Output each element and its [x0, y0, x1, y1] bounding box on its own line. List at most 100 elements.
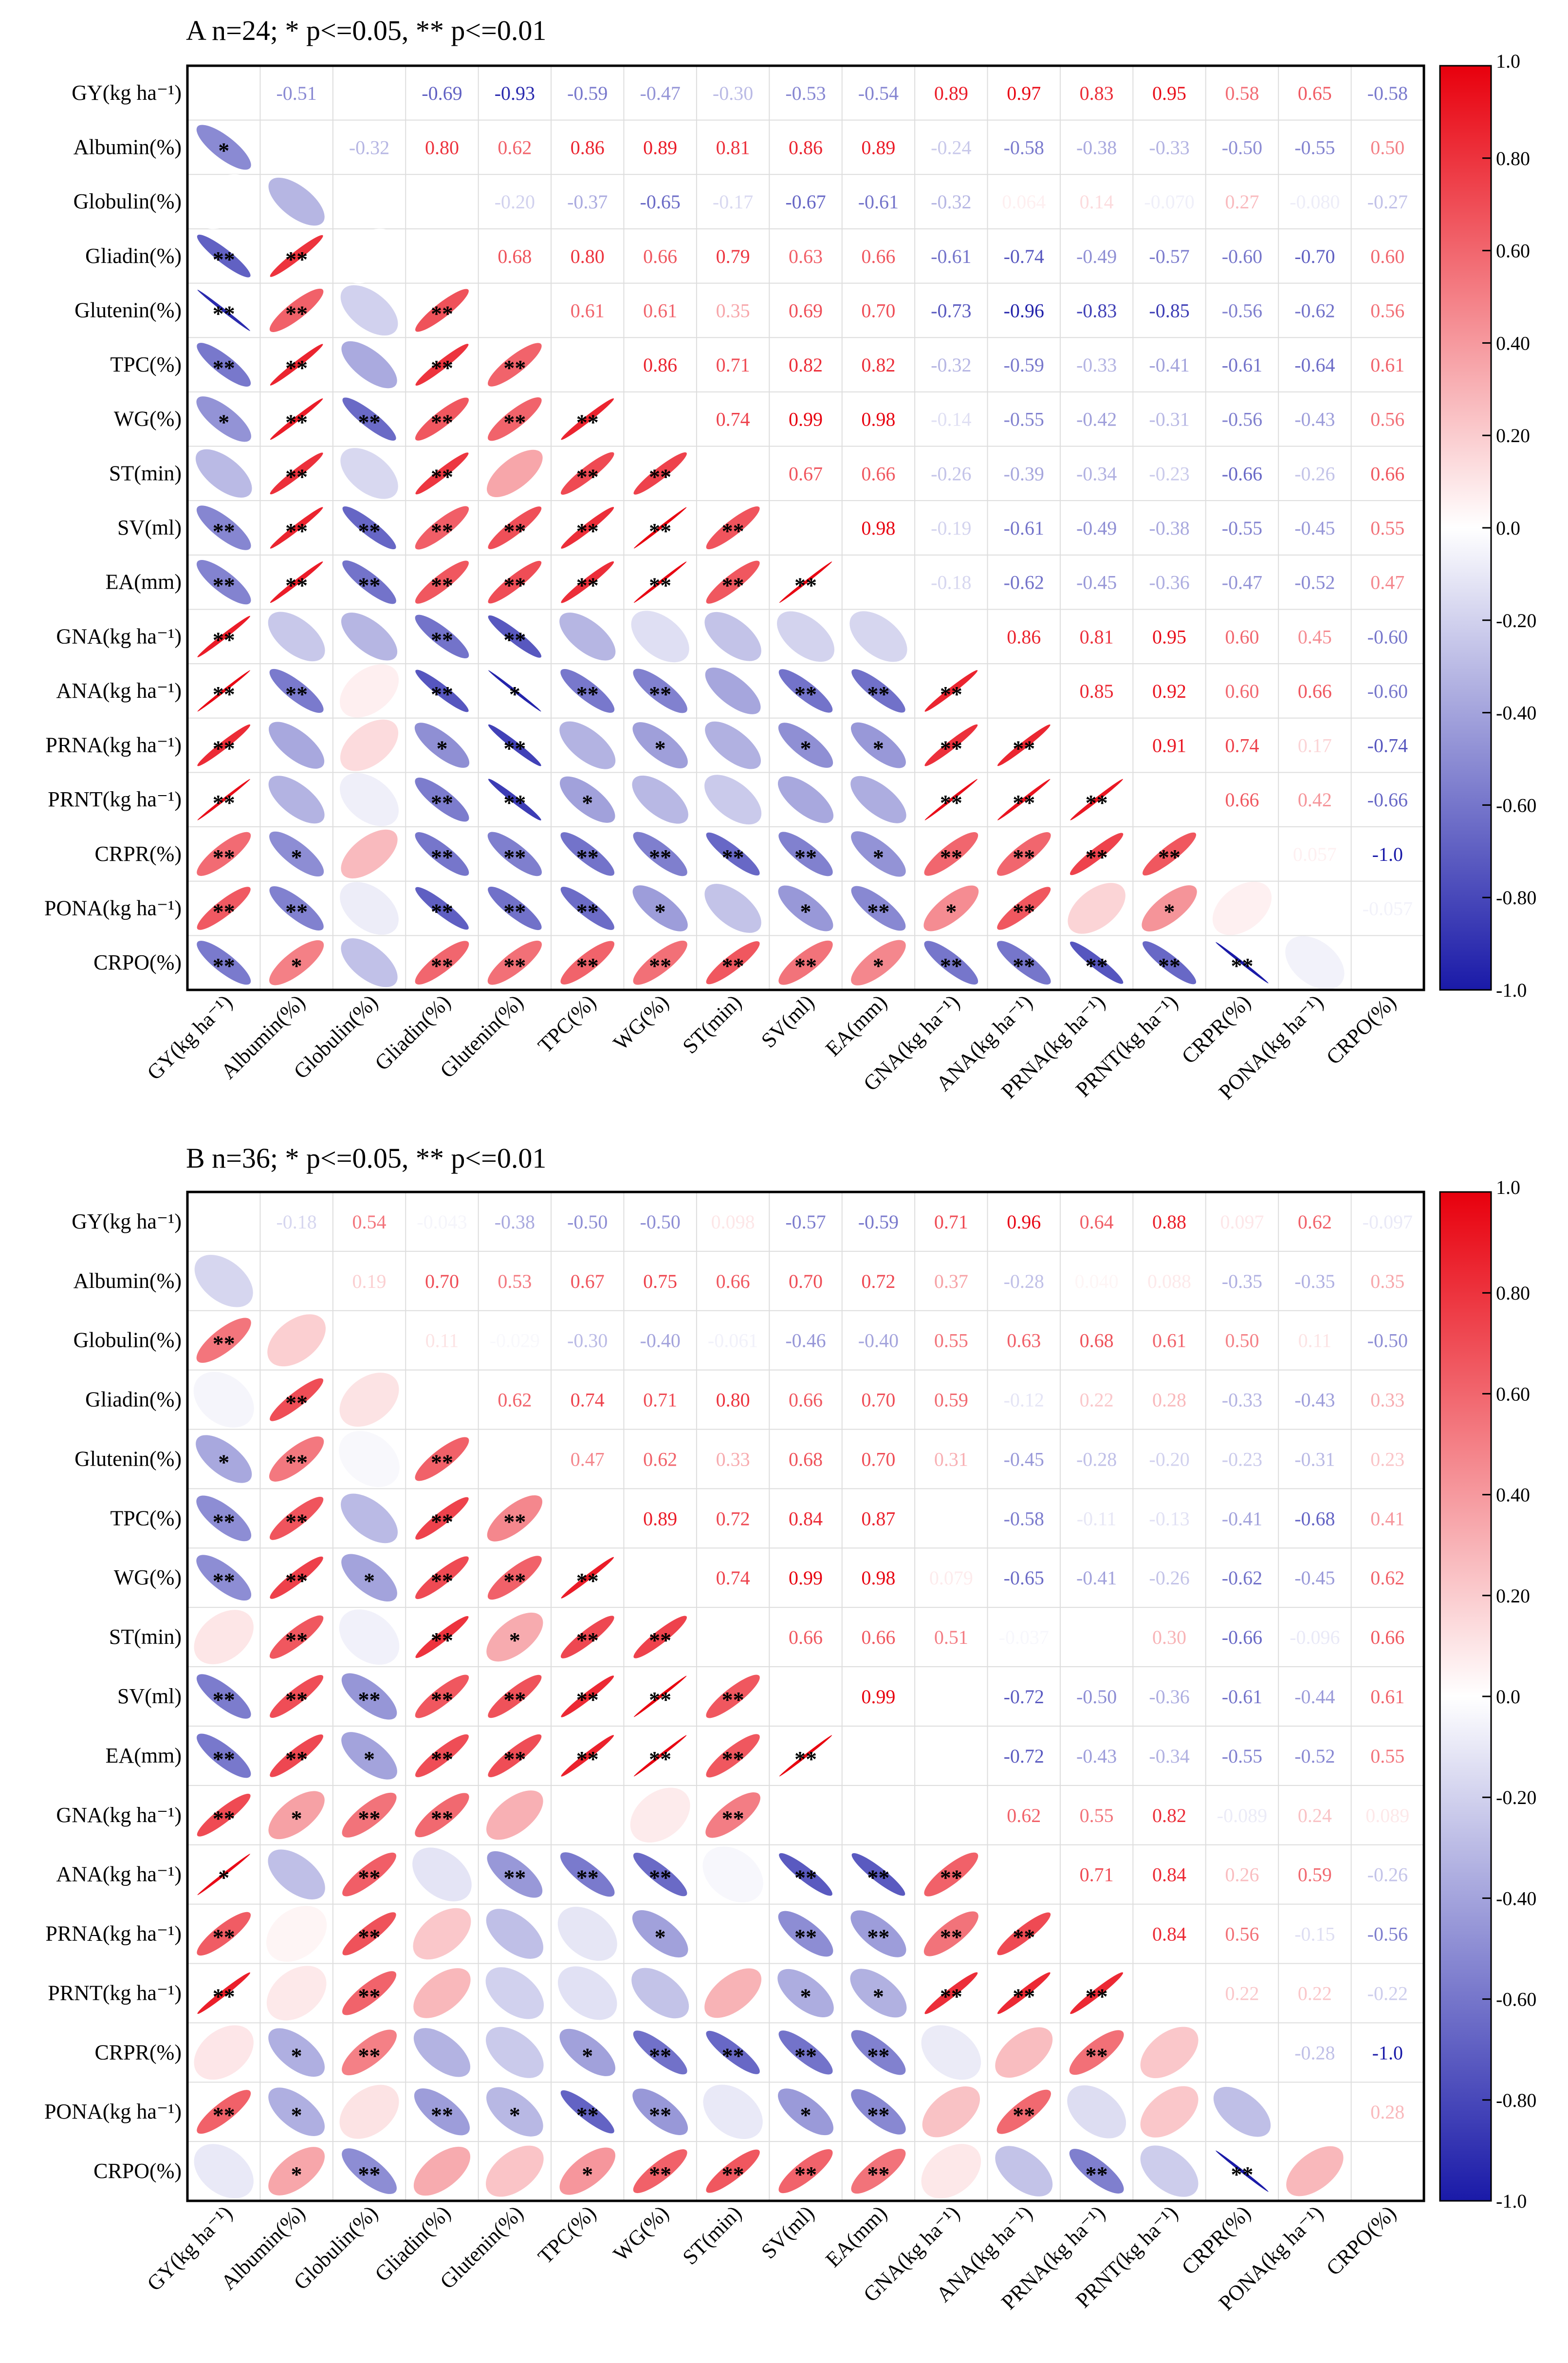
- significance-star: **: [213, 953, 235, 978]
- significance-star: **: [1086, 2162, 1108, 2187]
- corr-ellipse: [270, 235, 323, 277]
- corr-ellipse: [997, 887, 1051, 930]
- colorbar-tick-label: -1.0: [1496, 979, 1527, 1001]
- corr-ellipse: [415, 1734, 469, 1777]
- significance-star: **: [940, 845, 962, 870]
- corr-value: 0.097: [1220, 1211, 1264, 1233]
- colorbar-tick-label: -0.40: [1496, 1887, 1536, 1909]
- row-label: EA(mm): [106, 1744, 182, 1768]
- corr-value: -0.52: [1294, 1745, 1335, 1767]
- corr-value: 0.72: [716, 1507, 750, 1529]
- significance-star: **: [213, 1509, 235, 1534]
- corr-value: 0.66: [789, 1626, 823, 1648]
- corr-value: 0.79: [716, 245, 750, 267]
- colorbar-tick-label: -0.80: [1496, 887, 1536, 909]
- corr-ellipse: [342, 1792, 397, 1838]
- corr-ellipse: [414, 2088, 470, 2136]
- corr-ellipse: [922, 2086, 980, 2138]
- corr-ellipse: [704, 1968, 762, 2018]
- corr-ellipse: [996, 941, 1051, 985]
- corr-value: -0.72: [1004, 1745, 1044, 1767]
- corr-ellipse: [488, 1734, 542, 1777]
- corr-value: 0.70: [425, 1270, 459, 1292]
- corr-ellipse: [1067, 2085, 1126, 2139]
- corr-ellipse: [269, 1436, 324, 1482]
- corr-value: 0.59: [1298, 1864, 1332, 1886]
- row-label: Gliadin(%): [85, 1388, 182, 1412]
- corr-value: 0.59: [934, 1389, 968, 1411]
- corr-ellipse: [413, 1908, 471, 1960]
- corr-ellipse: [850, 776, 906, 823]
- corr-ellipse: [197, 615, 250, 657]
- significance-star: **: [940, 736, 962, 761]
- row-label: ANA(kg ha⁻¹): [56, 1862, 182, 1886]
- corr-ellipse: [415, 614, 469, 658]
- significance-star: *: [509, 1628, 520, 1653]
- corr-value: -0.15: [1294, 1923, 1335, 1945]
- corr-ellipse: [850, 1969, 907, 2018]
- corr-value: -0.38: [1149, 517, 1189, 539]
- corr-ellipse: [851, 669, 905, 713]
- column-label: CRPR(%): [1177, 2201, 1255, 2279]
- corr-ellipse: [487, 1851, 543, 1898]
- significance-star: **: [503, 627, 526, 652]
- column-label: TPC(%): [533, 990, 600, 1057]
- corr-ellipse: [270, 1378, 324, 1421]
- colorbar-tick-label: 0.20: [1496, 1585, 1530, 1607]
- corr-ellipse: [269, 722, 325, 769]
- corr-ellipse: [1069, 2149, 1124, 2194]
- significance-star: *: [582, 2162, 593, 2187]
- row-label: Globulin(%): [74, 1328, 182, 1352]
- corr-ellipse: [706, 1734, 760, 1778]
- corr-ellipse: [341, 341, 397, 389]
- corr-value: 0.54: [352, 1211, 387, 1233]
- corr-ellipse: [631, 611, 689, 663]
- corr-ellipse: [197, 1912, 251, 1956]
- corr-value: 0.71: [934, 1211, 968, 1233]
- corr-value: 0.62: [643, 1448, 677, 1470]
- significance-star: **: [431, 899, 453, 924]
- significance-star: **: [503, 1747, 526, 1771]
- corr-ellipse: [415, 289, 469, 332]
- colorbar-tick-label: 0.80: [1496, 148, 1530, 169]
- corr-value: 0.66: [1370, 1626, 1404, 1648]
- corr-value: -0.17: [713, 191, 753, 213]
- corr-ellipse: [196, 505, 251, 550]
- significance-star: **: [503, 845, 526, 870]
- significance-star: **: [503, 1687, 526, 1712]
- corr-ellipse: [560, 1616, 614, 1658]
- corr-ellipse: [851, 940, 906, 986]
- colorbar-tick-label: -0.20: [1496, 610, 1536, 632]
- corr-ellipse: [197, 832, 251, 876]
- significance-star: **: [213, 899, 235, 924]
- corr-ellipse: [779, 1853, 832, 1896]
- corr-value: -0.33: [1149, 136, 1189, 158]
- corr-ellipse: [197, 779, 250, 820]
- row-label: Albumin(%): [74, 1269, 182, 1293]
- corr-value: 0.62: [498, 136, 532, 158]
- corr-value: 0.28: [1152, 1389, 1186, 1411]
- significance-star: *: [655, 899, 666, 924]
- corr-ellipse: [997, 1912, 1051, 1955]
- panel-b-title: B n=36; * p<=0.05, ** p<=0.01: [186, 1142, 546, 1174]
- corr-ellipse: [415, 1497, 469, 1540]
- corr-value: -0.59: [567, 82, 608, 104]
- corr-ellipse: [559, 776, 615, 823]
- corr-ellipse: [340, 664, 399, 718]
- corr-value: -0.28: [1004, 1270, 1044, 1292]
- significance-star: **: [213, 2103, 235, 2127]
- corr-ellipse: [633, 1675, 687, 1717]
- significance-star: **: [503, 1509, 526, 1534]
- significance-star: *: [291, 953, 302, 978]
- corr-ellipse: [267, 1314, 326, 1367]
- corr-value: 0.11: [1298, 1330, 1332, 1352]
- corr-ellipse: [415, 832, 469, 876]
- corr-value: -0.26: [1294, 463, 1335, 484]
- corr-ellipse: [632, 2088, 688, 2135]
- corr-ellipse: [702, 1905, 764, 1962]
- corr-value: -0.43: [1294, 1389, 1335, 1411]
- significance-star: **: [503, 573, 526, 598]
- corr-value: 0.80: [571, 245, 605, 267]
- corr-value: 0.95: [1152, 626, 1186, 648]
